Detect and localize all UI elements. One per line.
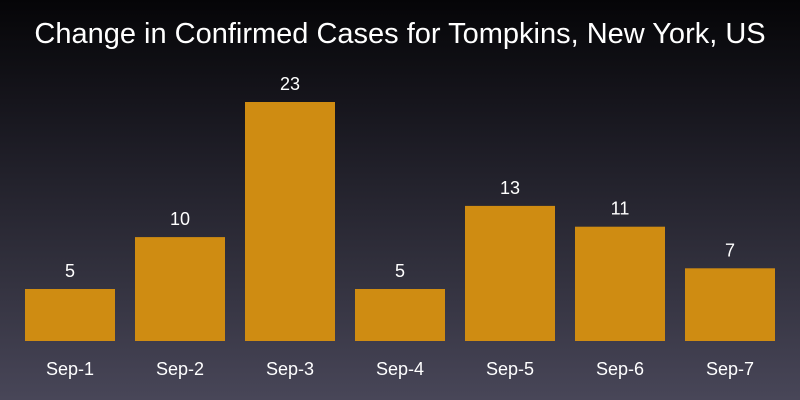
x-tick-label-sep-5: Sep-5 [486,359,534,379]
value-label-sep-4: 5 [395,261,405,281]
value-label-sep-2: 10 [170,209,190,229]
value-label-sep-6: 11 [611,199,630,219]
x-tick-label-sep-1: Sep-1 [46,359,94,379]
bar-sep-1 [25,289,115,341]
bar-sep-3 [245,102,335,341]
bar-sep-6 [575,226,665,341]
x-tick-label-sep-6: Sep-6 [596,359,644,379]
value-label-sep-3: 23 [280,74,300,94]
bars-group [25,102,775,341]
bar-sep-5 [465,205,555,341]
x-tick-labels-group: Sep-1 Sep-2 Sep-3 Sep-4 Sep-5 Sep-6 Sep-7 [46,359,754,379]
bar-sep-7 [685,268,775,341]
x-tick-label-sep-3: Sep-3 [266,359,314,379]
x-tick-label-sep-4: Sep-4 [376,359,424,379]
x-tick-label-sep-2: Sep-2 [156,359,204,379]
value-label-sep-7: 7 [725,240,735,260]
x-tick-label-sep-7: Sep-7 [706,359,754,379]
bar-sep-2 [135,237,225,341]
value-label-sep-1: 5 [65,261,75,281]
value-labels-group: 5 10 23 5 13 11 7 [65,74,735,281]
value-label-sep-5: 13 [500,178,520,198]
bar-sep-4 [355,289,445,341]
chart-title: Change in Confirmed Cases for Tompkins, … [34,18,766,50]
